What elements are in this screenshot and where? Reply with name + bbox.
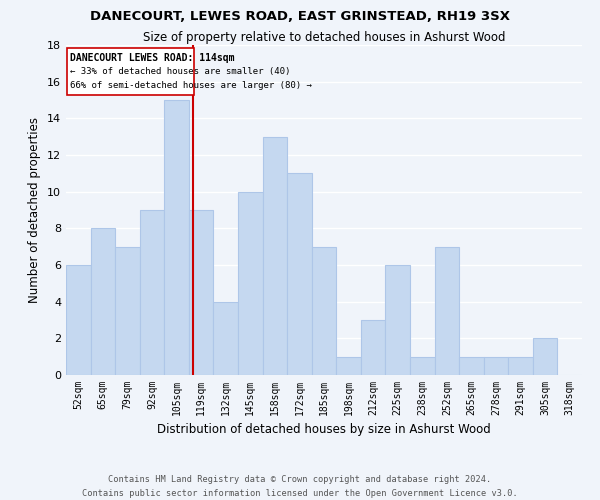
Y-axis label: Number of detached properties: Number of detached properties bbox=[28, 117, 41, 303]
Bar bbox=[312, 246, 336, 375]
Bar bbox=[214, 302, 238, 375]
Bar bbox=[336, 356, 361, 375]
Bar bbox=[533, 338, 557, 375]
Bar bbox=[189, 210, 214, 375]
Bar bbox=[385, 265, 410, 375]
X-axis label: Distribution of detached houses by size in Ashurst Wood: Distribution of detached houses by size … bbox=[157, 424, 491, 436]
Text: ← 33% of detached houses are smaller (40): ← 33% of detached houses are smaller (40… bbox=[70, 67, 290, 76]
Bar bbox=[484, 356, 508, 375]
Bar bbox=[434, 246, 459, 375]
Bar bbox=[361, 320, 385, 375]
Bar bbox=[459, 356, 484, 375]
Text: DANECOURT, LEWES ROAD, EAST GRINSTEAD, RH19 3SX: DANECOURT, LEWES ROAD, EAST GRINSTEAD, R… bbox=[90, 10, 510, 23]
Bar bbox=[410, 356, 434, 375]
Text: DANECOURT LEWES ROAD: 114sqm: DANECOURT LEWES ROAD: 114sqm bbox=[70, 53, 234, 63]
Bar bbox=[238, 192, 263, 375]
Text: Contains HM Land Registry data © Crown copyright and database right 2024.
Contai: Contains HM Land Registry data © Crown c… bbox=[82, 476, 518, 498]
Bar bbox=[263, 136, 287, 375]
Bar bbox=[91, 228, 115, 375]
Bar bbox=[287, 174, 312, 375]
Title: Size of property relative to detached houses in Ashurst Wood: Size of property relative to detached ho… bbox=[143, 31, 505, 44]
Bar bbox=[115, 246, 140, 375]
Bar bbox=[67, 48, 194, 94]
Bar bbox=[140, 210, 164, 375]
Bar bbox=[66, 265, 91, 375]
Bar bbox=[164, 100, 189, 375]
Text: 66% of semi-detached houses are larger (80) →: 66% of semi-detached houses are larger (… bbox=[70, 80, 311, 90]
Bar bbox=[508, 356, 533, 375]
